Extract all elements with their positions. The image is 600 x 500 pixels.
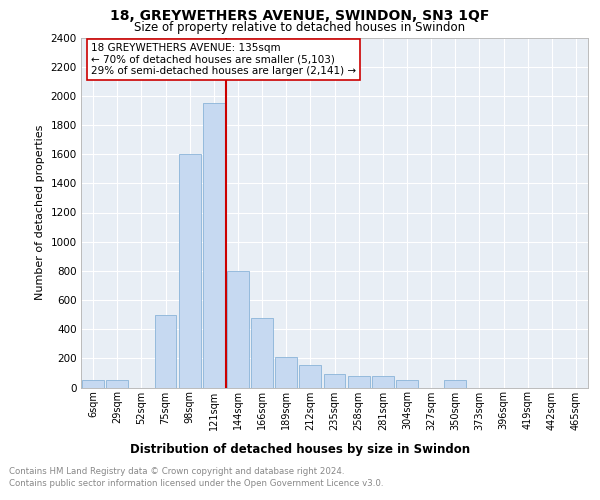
Bar bbox=[155, 314, 176, 388]
Bar bbox=[82, 380, 104, 388]
Text: Size of property relative to detached houses in Swindon: Size of property relative to detached ho… bbox=[134, 21, 466, 34]
Bar bbox=[275, 357, 297, 388]
Bar bbox=[299, 365, 321, 388]
Bar bbox=[251, 318, 273, 388]
Bar bbox=[203, 103, 224, 388]
Bar bbox=[372, 376, 394, 388]
Bar bbox=[227, 271, 249, 388]
Bar bbox=[106, 380, 128, 388]
Bar bbox=[445, 380, 466, 388]
Bar bbox=[348, 376, 370, 388]
Y-axis label: Number of detached properties: Number of detached properties bbox=[35, 125, 45, 300]
Text: Contains HM Land Registry data © Crown copyright and database right 2024.: Contains HM Land Registry data © Crown c… bbox=[9, 468, 344, 476]
Bar bbox=[396, 380, 418, 388]
Bar bbox=[179, 154, 200, 388]
Text: Contains public sector information licensed under the Open Government Licence v3: Contains public sector information licen… bbox=[9, 479, 383, 488]
Bar bbox=[323, 374, 346, 388]
Text: 18 GREYWETHERS AVENUE: 135sqm
← 70% of detached houses are smaller (5,103)
29% o: 18 GREYWETHERS AVENUE: 135sqm ← 70% of d… bbox=[91, 43, 356, 76]
Text: 18, GREYWETHERS AVENUE, SWINDON, SN3 1QF: 18, GREYWETHERS AVENUE, SWINDON, SN3 1QF bbox=[110, 9, 490, 23]
Text: Distribution of detached houses by size in Swindon: Distribution of detached houses by size … bbox=[130, 442, 470, 456]
